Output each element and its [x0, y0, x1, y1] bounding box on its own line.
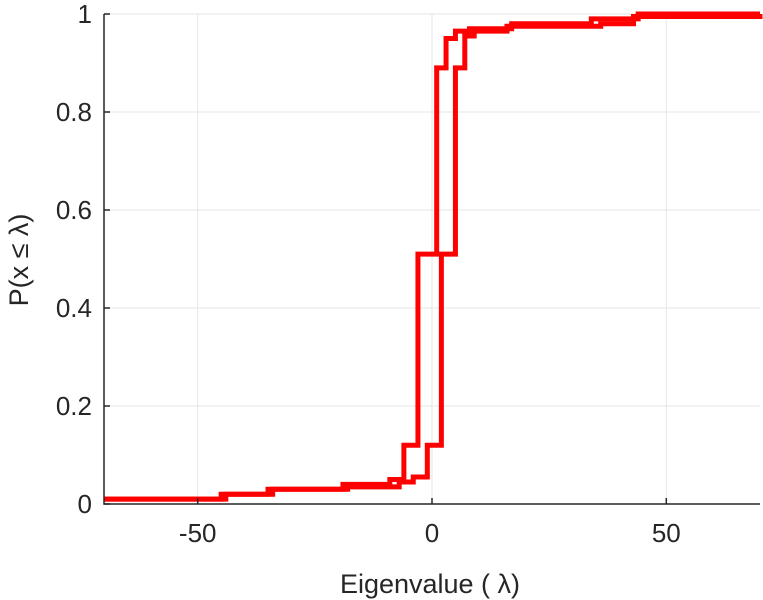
axes — [103, 13, 760, 505]
y-tick-label-2: 0.4 — [56, 293, 92, 323]
y-tick-label-1: 0.2 — [56, 391, 92, 421]
y-tick-label-3: 0.6 — [56, 195, 92, 225]
x-tick-label-2: 50 — [652, 518, 681, 548]
x-tick-label-1: 0 — [425, 518, 439, 548]
series-group — [104, 11, 763, 502]
y-tick-label-0: 0 — [78, 489, 92, 519]
grid — [104, 13, 760, 505]
x-axis-label: Eigenvalue ( λ) — [340, 569, 520, 599]
tick-labels: -50 0 50 0 0.2 0.4 0.6 0.8 1 — [56, 0, 681, 548]
series-line-1 — [104, 13, 763, 502]
y-tick-label-4: 0.8 — [56, 97, 92, 127]
y-tick-label-5: 1 — [78, 0, 92, 29]
y-axis-label: P(x ≤ λ) — [4, 214, 34, 307]
x-tick-label-0: -50 — [179, 518, 217, 548]
